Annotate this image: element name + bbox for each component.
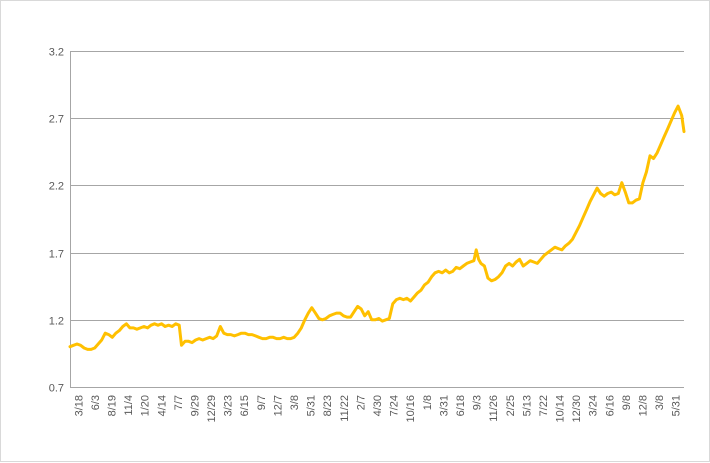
- x-tick-label: 7/7: [173, 395, 185, 410]
- x-tick-label: 12/8: [638, 395, 650, 416]
- x-tick-label: 9/7: [256, 395, 268, 410]
- y-tick-label: 2.2: [49, 181, 64, 193]
- x-tick-label: 6/18: [455, 395, 467, 416]
- x-tick-label: 12/7: [272, 395, 284, 416]
- x-tick-label: 11/4: [123, 395, 135, 416]
- x-tick-label: 12/29: [206, 395, 218, 423]
- x-tick-label: 3/23: [223, 395, 235, 416]
- x-tick-label: 10/14: [555, 395, 567, 423]
- x-tick-label: 3/31: [438, 395, 450, 416]
- x-tick-label: 1/8: [422, 395, 434, 410]
- x-tick-label: 2/25: [505, 395, 517, 416]
- x-tick-label: 10/16: [405, 395, 417, 423]
- x-tick-label: 5/31: [671, 395, 683, 416]
- x-tick-label: 8/19: [107, 395, 119, 416]
- x-tick-label: 3/18: [73, 395, 85, 416]
- x-tick-label: 5/13: [521, 395, 533, 416]
- y-tick-label: 2.7: [49, 114, 64, 126]
- x-tick-label: 8/23: [322, 395, 334, 416]
- series-line: [68, 104, 686, 351]
- x-tick-label: 2/7: [355, 395, 367, 410]
- x-tick-label: 11/26: [488, 395, 500, 422]
- x-tick-label: 11/22: [339, 395, 351, 422]
- y-tick-label: 1.2: [49, 316, 64, 328]
- x-tick-label: 3/8: [289, 395, 301, 410]
- y-tick-label: 0.7: [49, 383, 64, 395]
- x-tick-label: 3/24: [588, 395, 600, 416]
- x-tick-label: 9/29: [190, 395, 202, 416]
- x-tick-label: 3/8: [654, 395, 666, 410]
- x-tick-label: 5/31: [306, 395, 318, 416]
- x-tick-label: 4/14: [156, 395, 168, 416]
- x-tick-label: 7/24: [389, 395, 401, 416]
- x-tick-label: 1/20: [140, 395, 152, 416]
- y-tick-label: 1.7: [49, 249, 64, 261]
- x-tick-label: 9/8: [621, 395, 633, 410]
- y-tick-label: 3.2: [49, 47, 64, 59]
- x-tick-label: 4/30: [372, 395, 384, 416]
- x-tick-label: 9/3: [472, 395, 484, 410]
- x-tick-label: 6/3: [90, 395, 102, 410]
- x-tick-label: 12/30: [571, 395, 583, 423]
- x-tick-label: 6/15: [239, 395, 251, 416]
- x-tick-label: 6/16: [604, 395, 616, 416]
- x-tick-label: 7/22: [538, 395, 550, 416]
